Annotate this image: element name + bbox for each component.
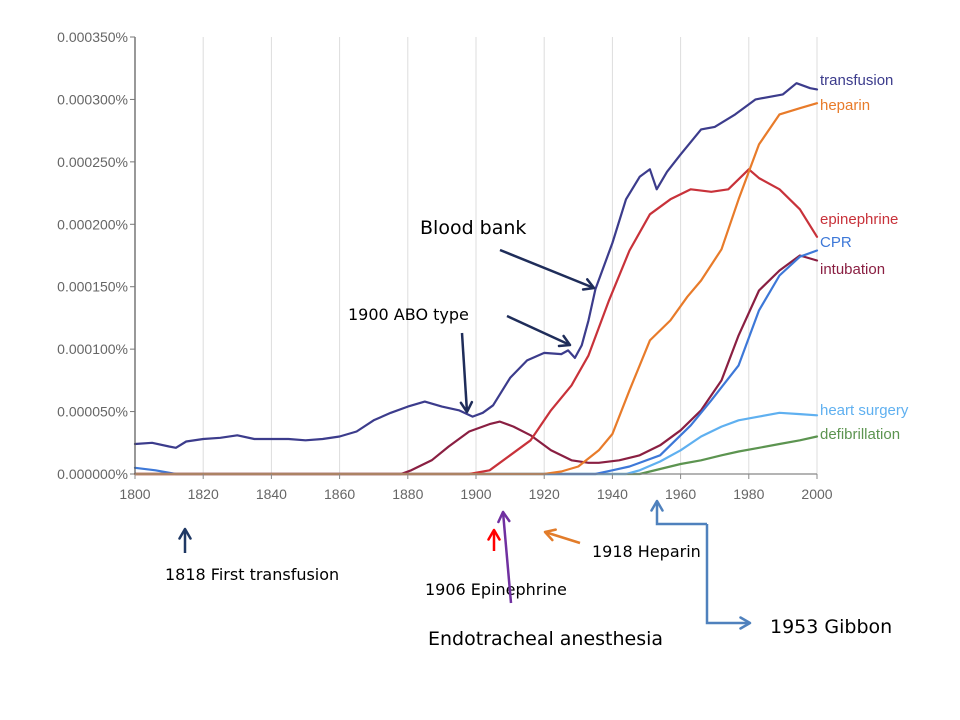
arrowhead-abo-type — [459, 400, 474, 414]
series-label-heparin: heparin — [820, 97, 870, 114]
arrow-blood-bank — [499, 248, 595, 290]
y-tick-label: 0.000350% — [57, 29, 128, 45]
annotation-epinephrine-1906: 1906 Epinephrine — [425, 580, 567, 599]
series-line-transfusion — [133, 82, 819, 449]
annotation-blood-bank: Blood bank — [420, 217, 526, 239]
series-label-transfusion: transfusion — [820, 72, 893, 89]
series-label-epinephrine: epinephrine — [820, 211, 898, 228]
y-tick-label: 0.000050% — [57, 404, 128, 420]
arrow-heparin-1918 — [544, 530, 581, 545]
annotation-first-transfusion: 1818 First transfusion — [165, 565, 339, 584]
arrow-abo-type — [460, 332, 469, 413]
series-line-heparin — [133, 102, 819, 476]
annotation-heparin-1918: 1918 Heparin — [592, 542, 701, 561]
y-tick-label: 0.000250% — [57, 154, 128, 170]
x-tick-label: 1800 — [119, 486, 150, 502]
y-tick-label: 0.000000% — [57, 466, 128, 482]
y-tick-label: 0.000200% — [57, 216, 128, 232]
x-tick-label: 1900 — [460, 486, 491, 502]
x-tick-label: 1840 — [256, 486, 287, 502]
x-tick-label: 1820 — [188, 486, 219, 502]
arrow-endotracheal — [501, 511, 513, 604]
annotation-gibbon: 1953 Gibbon — [770, 616, 892, 638]
x-tick-label: 1980 — [733, 486, 764, 502]
x-tick-label: 1880 — [392, 486, 423, 502]
arrowhead-epinephrine-1906 — [487, 528, 501, 541]
y-tick-label: 0.000150% — [57, 279, 128, 295]
arrowhead-gibbon — [650, 499, 664, 512]
annotations: Blood bank 1900 ABO type 1818 First transf… — [165, 217, 892, 650]
series-line-defibrillation — [133, 435, 819, 476]
annotation-endotracheal: Endotracheal anesthesia — [428, 628, 663, 650]
x-axis-ticks: 1800 1820 1840 1860 1880 1900 1920 1940 1960 1980… — [119, 474, 833, 502]
annotation-abo-type: 1900 ABO type — [348, 305, 469, 324]
series-labels: transfusion heparin epinephrine CPR intubati… — [820, 72, 909, 443]
y-tick-label: 0.000300% — [57, 91, 128, 107]
y-tick-label: 0.000100% — [57, 341, 128, 357]
arrowhead-heparin-1918 — [543, 528, 557, 542]
arrow-gibbon — [655, 501, 707, 526]
x-tick-label: 1920 — [529, 486, 560, 502]
series-label-heart-surgery: heart surgery — [820, 402, 909, 419]
x-tick-label: 2000 — [801, 486, 832, 502]
series-label-defibrillation: defibrillation — [820, 426, 900, 443]
series-line-heart-surgery — [133, 411, 819, 476]
arrowhead-abo-type — [557, 334, 572, 348]
arrowhead-blood-bank — [581, 278, 596, 291]
gridlines — [134, 37, 818, 474]
arrowhead-first-transfusion — [178, 527, 192, 540]
series-label-cpr: CPR — [820, 234, 852, 251]
arrow-gibbon — [705, 524, 750, 625]
x-tick-label: 1960 — [665, 486, 696, 502]
x-tick-label: 1940 — [597, 486, 628, 502]
series-line-intubation — [133, 254, 819, 476]
y-axis-ticks: 0.000000% 0.000050% 0.000100% 0.000150% 0.00… — [57, 29, 135, 482]
arrowhead-gibbon — [739, 616, 752, 630]
arrowhead-endotracheal — [497, 510, 511, 524]
x-tick-label: 1860 — [324, 486, 355, 502]
series-label-intubation: intubation — [820, 261, 885, 278]
series-line-epinephrine — [133, 168, 819, 476]
arrow-abo-type — [506, 314, 571, 347]
series-lines — [133, 82, 819, 476]
